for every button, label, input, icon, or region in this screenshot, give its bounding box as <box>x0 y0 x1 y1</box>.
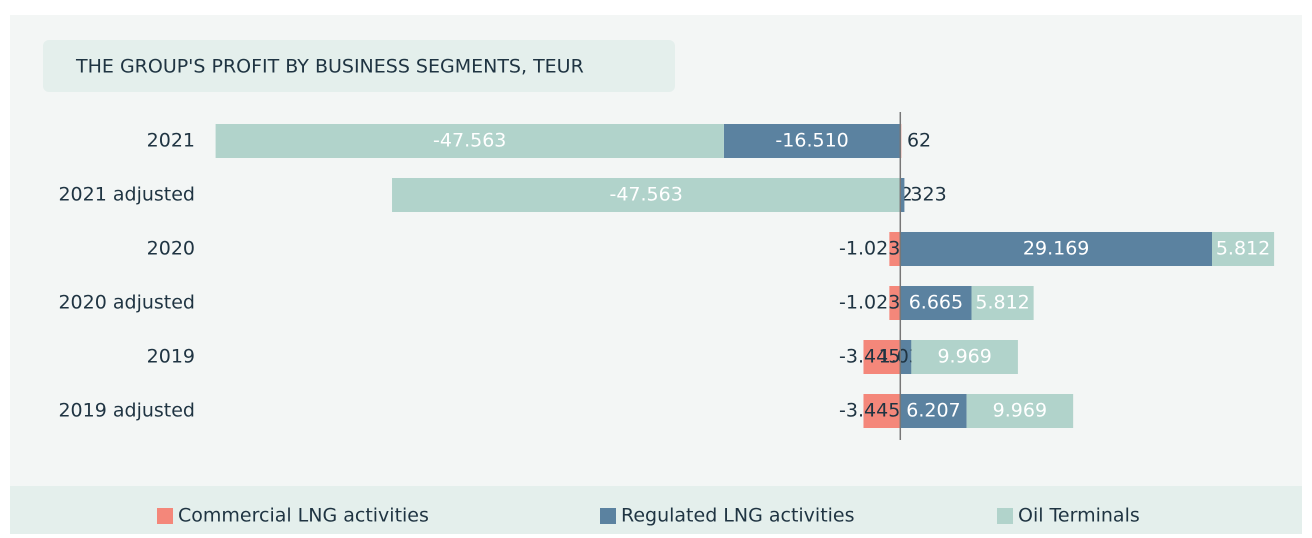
data-label: -1.023 <box>839 238 900 260</box>
bar <box>900 340 912 374</box>
bar <box>911 340 1018 374</box>
data-label: -47.563 <box>433 130 506 152</box>
y-tick-label: 2019 adjusted <box>58 400 195 422</box>
bar <box>1212 232 1275 266</box>
data-label: -47.563 <box>609 184 682 206</box>
data-label: 9.969 <box>993 400 1047 422</box>
bar <box>900 232 1213 266</box>
legend-label: Commercial LNG activities <box>178 505 429 527</box>
legend-swatch <box>157 508 173 524</box>
data-label: -16.510 <box>775 130 848 152</box>
data-label: -3.445 <box>839 400 900 422</box>
legend-label: Regulated LNG activities <box>621 505 855 527</box>
data-label: -1.023 <box>839 292 900 314</box>
bar <box>863 394 901 428</box>
bar <box>889 232 901 266</box>
bar <box>971 286 1034 320</box>
bar <box>900 286 972 320</box>
bar <box>900 178 905 212</box>
data-label: 5.812 <box>975 292 1029 314</box>
data-label: 6.207 <box>906 400 960 422</box>
data-label: 6.665 <box>909 292 963 314</box>
y-tick-label: 2019 <box>147 346 195 368</box>
chart-title: THE GROUP'S PROFIT BY BUSINESS SEGMENTS,… <box>75 56 584 78</box>
y-tick-label: 2020 <box>147 238 195 260</box>
data-label: -3.445 <box>839 346 900 368</box>
chart-background <box>10 15 1302 534</box>
data-label: 29.169 <box>1023 238 1089 260</box>
y-tick-label: 2021 adjusted <box>58 184 195 206</box>
bar <box>966 394 1074 428</box>
bar <box>723 124 901 158</box>
y-tick-label: 2021 <box>147 130 195 152</box>
legend-band <box>10 486 1302 534</box>
bar <box>392 178 901 212</box>
bar <box>900 394 967 428</box>
bar <box>863 340 901 374</box>
data-label: 5.812 <box>1216 238 1270 260</box>
data-label: 62 <box>907 130 931 152</box>
y-tick-label: 2020 adjusted <box>58 292 195 314</box>
bar <box>215 124 724 158</box>
data-label: 9.969 <box>937 346 991 368</box>
legend-swatch <box>600 508 616 524</box>
title-box <box>43 40 675 92</box>
legend-label: Oil Terminals <box>1018 505 1140 527</box>
legend-swatch <box>997 508 1013 524</box>
data-label: 323 <box>910 184 946 206</box>
bar <box>889 286 901 320</box>
